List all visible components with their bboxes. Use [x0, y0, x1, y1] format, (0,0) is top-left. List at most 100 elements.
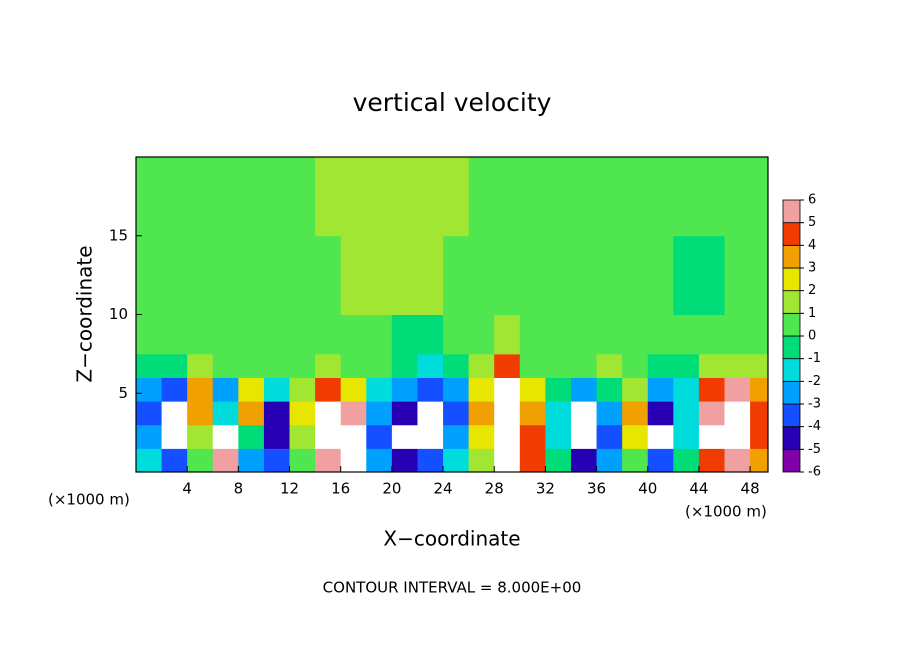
heatmap-cell: [698, 448, 726, 472]
heatmap-cell: [622, 314, 649, 355]
heatmap-cell: [698, 424, 726, 449]
x-tick-label: 4: [182, 480, 192, 498]
heatmap-cell: [570, 401, 598, 426]
heatmap-cell: [391, 424, 418, 449]
heatmap-cell: [622, 377, 649, 402]
heatmap-cell: [622, 235, 649, 315]
heatmap-cell: [673, 314, 700, 355]
heatmap-cell: [289, 377, 316, 402]
heatmap-cell: [647, 314, 674, 355]
heatmap-cell: [545, 448, 572, 472]
heatmap-cell: [622, 448, 649, 472]
heatmap-cell: [417, 424, 444, 449]
heatmap-cell: [136, 353, 163, 378]
heatmap-cell: [596, 314, 623, 355]
heatmap-cell: [315, 314, 342, 355]
heatmap-cell: [340, 353, 367, 378]
heatmap-cell: [289, 401, 316, 426]
heatmap-cell: [366, 424, 393, 449]
heatmap-cell: [724, 377, 751, 402]
heatmap-cell: [545, 314, 572, 355]
heatmap-cell: [724, 424, 751, 449]
heatmap-cell: [161, 157, 188, 237]
heatmap-cell: [647, 401, 674, 426]
heatmap-cell: [315, 377, 342, 402]
heatmap-cell: [212, 448, 239, 472]
heatmap-cell: [263, 377, 291, 402]
heatmap-cell: [647, 235, 674, 315]
heatmap-cell: [212, 377, 239, 402]
heatmap-cell: [468, 353, 495, 378]
x-tick-label: 40: [638, 480, 657, 498]
heatmap-cell: [340, 448, 367, 472]
heatmap-cell: [673, 448, 700, 472]
heatmap-cell: [750, 235, 768, 315]
colorbar-swatch: [782, 426, 801, 450]
heatmap-cell: [315, 353, 342, 378]
chart-title: vertical velocity: [353, 88, 552, 117]
y-tick-label: 5: [118, 384, 128, 402]
heatmap-cell: [570, 157, 598, 237]
heatmap-cell: [340, 314, 367, 355]
heatmap-cell: [622, 353, 649, 378]
colorbar-swatch: [782, 358, 801, 382]
heatmap-cell: [647, 353, 674, 378]
y-tick-label: 10: [109, 305, 128, 323]
heatmap-cell: [315, 424, 342, 449]
heatmap-cell: [724, 401, 751, 426]
colorbar-swatch: [782, 380, 801, 405]
heatmap-cell: [340, 401, 367, 426]
x-tick-label: 24: [433, 480, 452, 498]
heatmap-cell: [545, 157, 572, 237]
heatmap-cell: [161, 448, 188, 472]
heatmap-cell: [494, 401, 521, 426]
heatmap-cell: [289, 157, 316, 237]
heatmap-cell: [391, 235, 418, 315]
colorbar-swatch: [782, 335, 801, 360]
colorbar-label: 5: [808, 215, 816, 230]
heatmap-cell: [750, 377, 768, 402]
heatmap-cell: [519, 314, 546, 355]
heatmap-cell: [289, 448, 316, 472]
heatmap-cell: [340, 235, 367, 315]
heatmap-cell: [187, 401, 214, 426]
heatmap-cell: [417, 235, 444, 315]
heatmap-cell: [187, 424, 214, 449]
heatmap-cell: [187, 377, 214, 402]
heatmap-cell: [724, 353, 751, 378]
heatmap-cell: [391, 401, 418, 426]
heatmap-cell: [187, 448, 214, 472]
heatmap-cell: [673, 235, 700, 315]
heatmap-cell: [443, 353, 470, 378]
heatmap-cell: [212, 314, 239, 355]
heatmap-cell: [136, 377, 163, 402]
colorbar-swatch: [782, 403, 801, 428]
colorbar-label: 0: [808, 329, 816, 344]
heatmap-cell: [417, 157, 444, 237]
heatmap-cell: [263, 448, 291, 472]
heatmap-cell: [136, 424, 163, 449]
colorbar-swatch: [782, 267, 801, 292]
heatmap-cell: [238, 377, 265, 402]
footer-note: CONTOUR INTERVAL = 8.000E+00: [323, 579, 582, 597]
heatmap-cell: [494, 448, 521, 472]
heatmap-cell: [366, 157, 393, 237]
x-tick-label: 8: [234, 480, 244, 498]
heatmap-cell: [519, 401, 546, 426]
heatmap-cell: [417, 377, 444, 402]
colorbar-label: 6: [808, 193, 816, 208]
heatmap-cell: [391, 353, 418, 378]
heatmap-cell: [289, 235, 316, 315]
heatmap-cell: [570, 353, 598, 378]
heatmap-cell: [519, 424, 546, 449]
x-unit: (×1000 m): [48, 491, 130, 509]
heatmap-cell: [366, 448, 393, 472]
heatmap-cell: [238, 448, 265, 472]
heatmap-cell: [136, 157, 163, 237]
heatmap-cell: [647, 448, 674, 472]
heatmap-cell: [391, 314, 418, 355]
heatmap-cell: [698, 314, 726, 355]
heatmap-cell: [519, 235, 546, 315]
heatmap-cell: [443, 401, 470, 426]
heatmap-cell: [596, 448, 623, 472]
